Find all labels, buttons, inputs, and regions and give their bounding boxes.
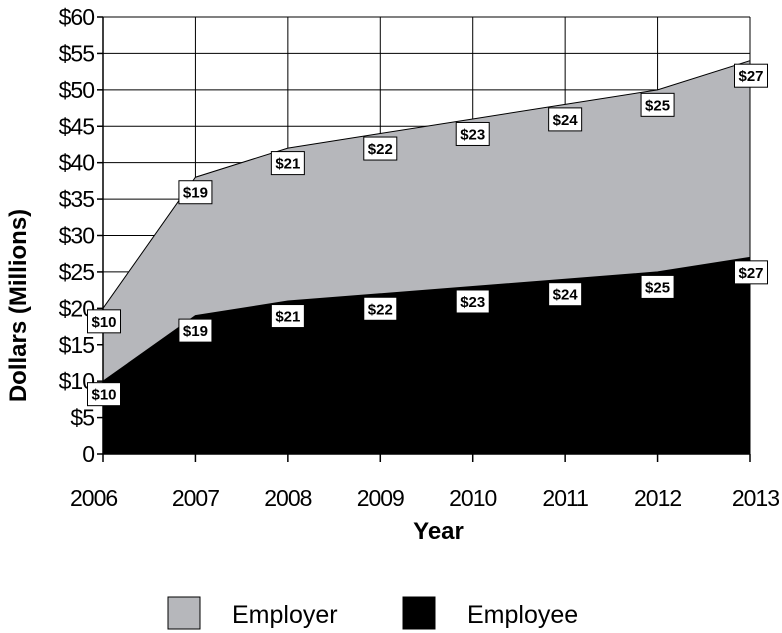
y-tick-label: $40 — [59, 150, 95, 176]
x-tick-label: 2011 — [542, 485, 588, 511]
data-label-text: $19 — [183, 323, 208, 340]
data-label-employer-2012: $25 — [640, 92, 675, 117]
legend-swatch — [402, 596, 436, 630]
data-label-employee-2008: $21 — [270, 304, 305, 329]
y-tick-label: $50 — [59, 77, 95, 103]
data-label-employee-2011: $24 — [548, 282, 583, 307]
legend-label: Employer — [232, 601, 338, 629]
data-label-employer-2007: $19 — [178, 180, 213, 205]
y-tick-label: $60 — [59, 4, 95, 30]
data-label-text: $21 — [275, 156, 300, 173]
data-label-text: $25 — [645, 97, 670, 114]
data-label-box — [270, 304, 305, 329]
data-label-text: $22 — [368, 141, 393, 158]
data-label-text: $25 — [645, 279, 670, 296]
data-label-text: $24 — [553, 287, 579, 304]
data-label-employer-2009: $22 — [363, 136, 398, 161]
data-label-box — [178, 318, 213, 343]
data-label-box — [87, 309, 121, 334]
x-tick-label: 2012 — [634, 485, 681, 511]
data-label-box — [734, 63, 768, 88]
data-label-text: $27 — [738, 265, 763, 282]
data-label-employee-2007: $19 — [178, 318, 213, 343]
x-tick-label: 2009 — [357, 485, 404, 511]
y-axis-title: Dollars (Millions) — [5, 209, 32, 402]
y-tick-label: 0 — [82, 441, 94, 467]
y-tick-label: $55 — [59, 40, 95, 66]
x-tick-label: 2007 — [172, 485, 219, 511]
legend-label: Employee — [467, 601, 578, 629]
data-label-employer-2013: $27 — [734, 63, 768, 88]
y-tick-label: $15 — [59, 332, 95, 358]
x-tick-labels: 2006 2007 2008 2009 2010 2011 2012 2013 — [70, 485, 780, 511]
x-tick-label: 2010 — [449, 485, 496, 511]
data-label-text: $23 — [460, 126, 485, 143]
data-label-box — [270, 151, 305, 176]
legend-item-employer: Employer — [167, 596, 338, 630]
legend-item-employee: Employee — [402, 596, 578, 630]
x-tick-label: 2006 — [70, 485, 117, 511]
data-label-employer-2006: $10 — [87, 309, 121, 334]
data-label-employee-2009: $22 — [363, 296, 398, 321]
data-label-box — [455, 289, 490, 314]
data-label-box — [640, 92, 675, 117]
data-label-text: $10 — [91, 387, 116, 404]
data-label-employee-2013: $27 — [734, 260, 768, 285]
data-label-text: $27 — [738, 68, 763, 85]
area-series — [102, 60, 751, 455]
data-label-box — [548, 107, 583, 132]
data-label-text: $21 — [275, 309, 300, 326]
data-label-text: $22 — [368, 301, 393, 318]
data-label-employee-2006: $10 — [87, 382, 121, 407]
data-label-box — [363, 296, 398, 321]
data-labels: $10 $19 $21 $22 $23 $24 $25 $27 $10 $19 $21 $22 $23 $… — [87, 63, 768, 407]
data-label-employee-2012: $25 — [640, 274, 675, 299]
x-tick-label: 2008 — [264, 485, 311, 511]
y-tick-label: $25 — [59, 259, 95, 285]
y-tick-labels: 0$5$10$15$20$25$30$35$40$45$50$55$60 — [59, 4, 96, 467]
data-label-box — [640, 274, 675, 299]
data-label-employer-2008: $21 — [270, 151, 305, 176]
data-label-box — [548, 282, 583, 307]
plot-frame — [97, 16, 751, 462]
data-label-box — [87, 382, 121, 407]
data-label-employer-2011: $24 — [548, 107, 583, 132]
y-tick-label: $35 — [59, 186, 95, 212]
data-label-box — [363, 136, 398, 161]
data-label-text: $23 — [460, 294, 485, 311]
data-label-text: $19 — [183, 185, 208, 202]
legend-swatch — [167, 596, 201, 630]
area-employer — [102, 60, 751, 383]
y-tick-label: $5 — [70, 405, 94, 431]
y-tick-label: $30 — [59, 223, 95, 249]
data-label-box — [178, 180, 213, 205]
data-label-box — [455, 121, 490, 146]
data-label-employee-2010: $23 — [455, 289, 490, 314]
x-axis-title: Year — [413, 518, 464, 545]
data-label-box — [734, 260, 768, 285]
x-tick-label: 2013 — [732, 485, 779, 511]
data-label-text: $24 — [553, 112, 579, 129]
data-label-employer-2010: $23 — [455, 121, 490, 146]
legend: Employer Employee — [167, 596, 578, 630]
y-tick-label: $45 — [59, 113, 95, 139]
data-label-text: $10 — [91, 314, 116, 331]
